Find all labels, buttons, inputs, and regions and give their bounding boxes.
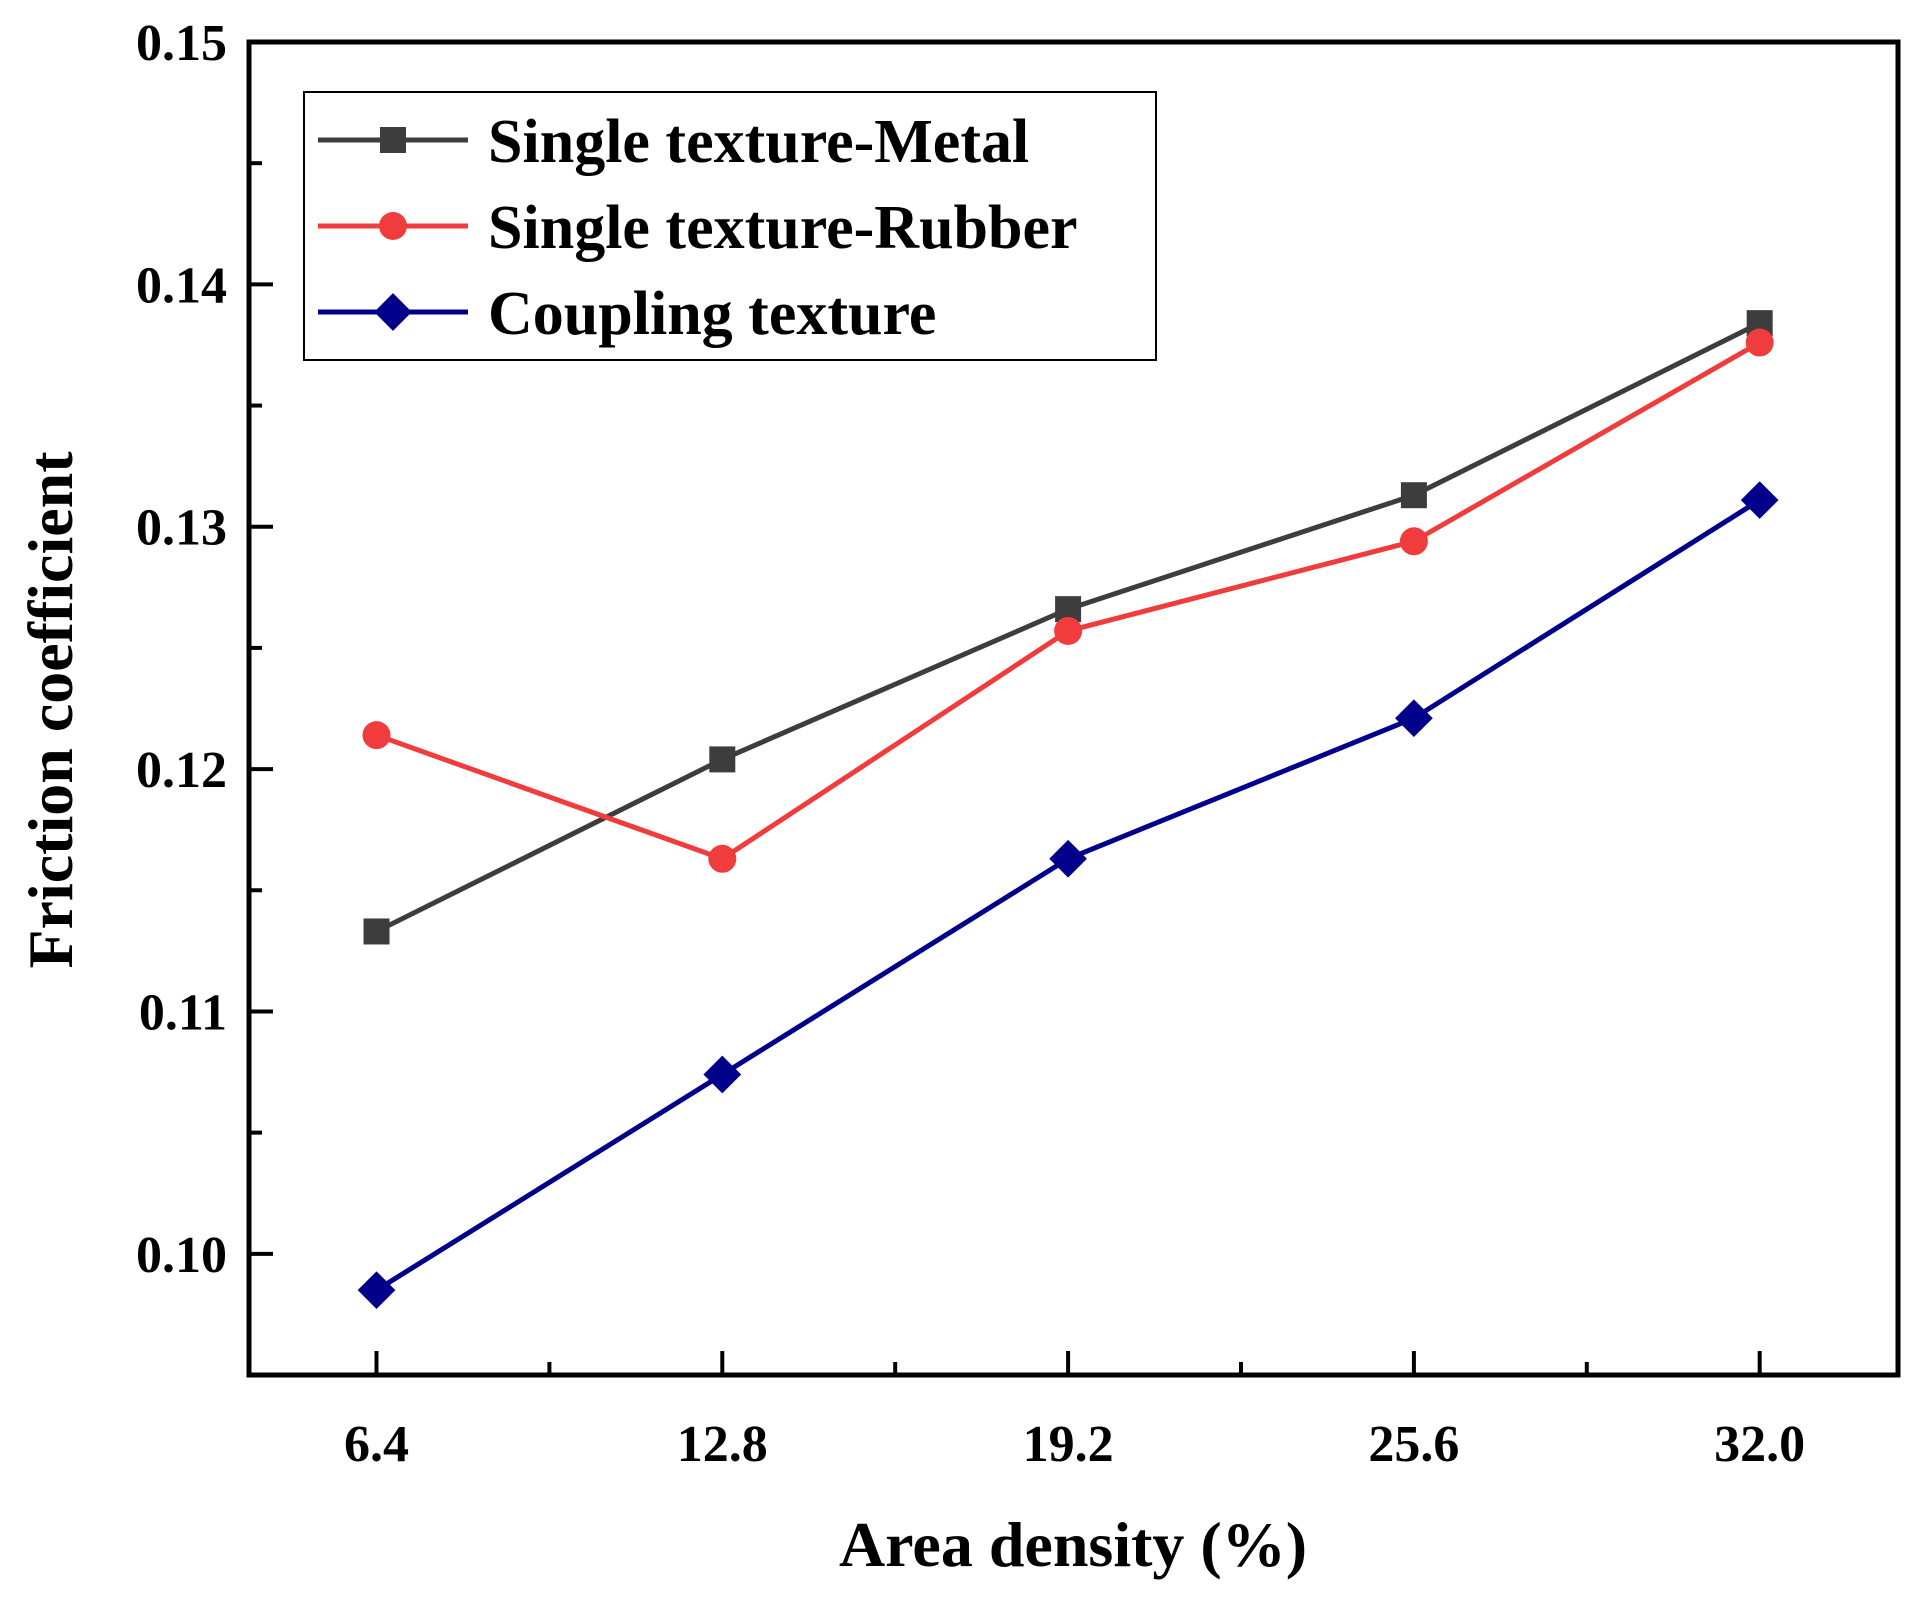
x-tick-label: 12.8 (677, 1416, 768, 1473)
legend-label: Coupling texture (488, 280, 936, 348)
legend-entry: Single texture-Metal (318, 108, 1029, 176)
x-tick-label: 32.0 (1714, 1416, 1805, 1473)
data-point-circle (1399, 527, 1428, 556)
data-point-diamond (1049, 839, 1087, 878)
legend-entry: Single texture-Rubber (318, 194, 1078, 262)
data-point-circle (708, 844, 737, 873)
plot-frame (246, 39, 1901, 1378)
legend-entries: Single texture-Metal Single texture-Rubbe… (318, 108, 1078, 348)
legend-marker-square (380, 127, 406, 153)
x-tick-label: 25.6 (1368, 1416, 1459, 1473)
legend-marker-circle (379, 212, 407, 240)
data-point-diamond (1395, 699, 1433, 738)
y-tick-label: 0.14 (136, 257, 227, 314)
data-point-circle (362, 721, 391, 750)
data-point-square (363, 918, 390, 945)
y-tick-label: 0.11 (139, 984, 227, 1041)
legend-label: Single texture-Metal (488, 108, 1029, 176)
y-tick-label: 0.12 (136, 742, 227, 799)
legend: Single texture-Metal Single texture-Rubbe… (303, 91, 1157, 361)
y-tick-label: 0.15 (136, 15, 227, 72)
data-point-diamond (1740, 481, 1779, 519)
y-axis-title: Friction coefficient (15, 451, 86, 969)
legend-entry: Coupling texture (318, 280, 936, 348)
data-point-diamond (703, 1055, 742, 1094)
x-axis-title: Area density (%) (839, 1509, 1307, 1580)
y-tick-label: 0.10 (136, 1227, 227, 1284)
data-point-square (1400, 482, 1427, 509)
data-point-square (709, 746, 736, 773)
legend-marker-diamond (374, 293, 412, 331)
series-layer (357, 310, 1779, 1310)
legend-label: Single texture-Rubber (488, 194, 1078, 262)
series-3 (357, 481, 1779, 1310)
series-2 (362, 328, 1774, 873)
data-point-circle (1054, 616, 1083, 645)
data-point-circle (1745, 328, 1774, 357)
y-tick-label: 0.13 (136, 500, 227, 557)
x-tick-label: 19.2 (1023, 1416, 1114, 1473)
data-point-diamond (357, 1271, 396, 1310)
tick-labels-layer: 0.10 0.11 0.12 0.13 0.14 0.15 6.4 12.8 19.2 25.6 3… (136, 15, 1805, 1473)
x-tick-label: 6.4 (344, 1416, 409, 1473)
